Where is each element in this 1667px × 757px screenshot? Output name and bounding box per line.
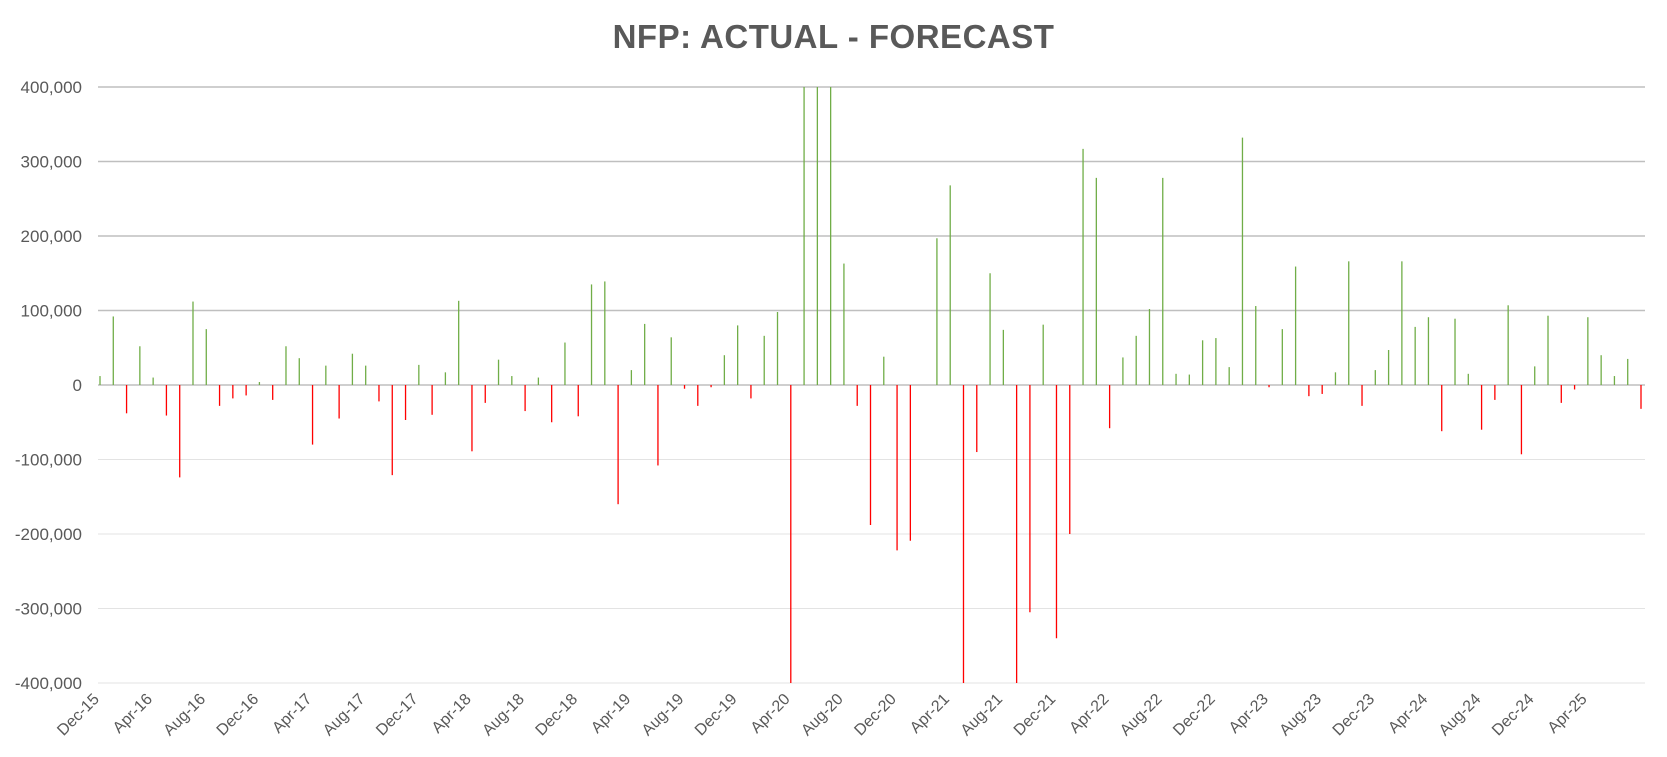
x-tick-label: Aug-17	[320, 691, 369, 740]
chart-title: NFP: ACTUAL - FORECAST	[612, 18, 1055, 55]
x-tick-label: Dec-23	[1330, 691, 1379, 740]
y-tick-label: 100,000	[21, 302, 82, 321]
x-tick-label: Apr-20	[748, 691, 794, 737]
x-tick-label: Aug-19	[639, 691, 688, 740]
x-tick-label: Aug-22	[1117, 691, 1166, 740]
bars	[99, 87, 1642, 683]
x-axis-ticks: Dec-15 Apr-16 Aug-16 Dec-16 Apr-17 Aug-17 Dec-…	[54, 691, 1590, 740]
y-tick-label: 400,000	[21, 78, 82, 97]
x-tick-label: Aug-23	[1276, 691, 1325, 740]
x-tick-label: Apr-16	[110, 691, 156, 737]
x-tick-label: Dec-22	[1170, 691, 1219, 740]
x-tick-label: Dec-15	[54, 691, 103, 740]
x-tick-label: Aug-18	[479, 691, 528, 740]
x-tick-label: Aug-20	[798, 691, 847, 740]
x-tick-label: Dec-18	[533, 691, 582, 740]
x-tick-label: Dec-16	[214, 691, 263, 740]
y-tick-label: -400,000	[15, 674, 82, 693]
x-tick-label: Dec-19	[692, 691, 741, 740]
x-tick-label: Apr-22	[1066, 691, 1112, 737]
x-tick-label: Apr-17	[269, 691, 315, 737]
y-tick-label: 0	[73, 376, 82, 395]
x-tick-label: Apr-18	[429, 691, 475, 737]
y-tick-label: -100,000	[15, 451, 82, 470]
x-tick-label: Apr-25	[1545, 691, 1591, 737]
x-tick-label: Dec-17	[373, 691, 422, 740]
x-tick-label: Dec-24	[1489, 691, 1538, 740]
y-tick-label: -200,000	[15, 525, 82, 544]
y-tick-label: 300,000	[21, 153, 82, 172]
x-tick-label: Aug-24	[1436, 691, 1485, 740]
y-tick-label: 200,000	[21, 227, 82, 246]
x-tick-label: Apr-24	[1385, 691, 1431, 737]
grid-lines	[98, 86, 1645, 684]
x-tick-label: Aug-21	[958, 691, 1007, 740]
x-tick-label: Dec-21	[1011, 691, 1060, 740]
x-tick-label: Apr-21	[907, 691, 953, 737]
y-tick-label: -300,000	[15, 600, 82, 619]
y-axis-ticks: 400,000 300,000 200,000 100,000 0 -100,000 -20…	[15, 78, 82, 693]
x-tick-label: Apr-19	[588, 691, 634, 737]
x-tick-label: Dec-20	[851, 691, 900, 740]
x-tick-label: Apr-23	[1226, 691, 1272, 737]
x-tick-label: Aug-16	[161, 691, 210, 740]
